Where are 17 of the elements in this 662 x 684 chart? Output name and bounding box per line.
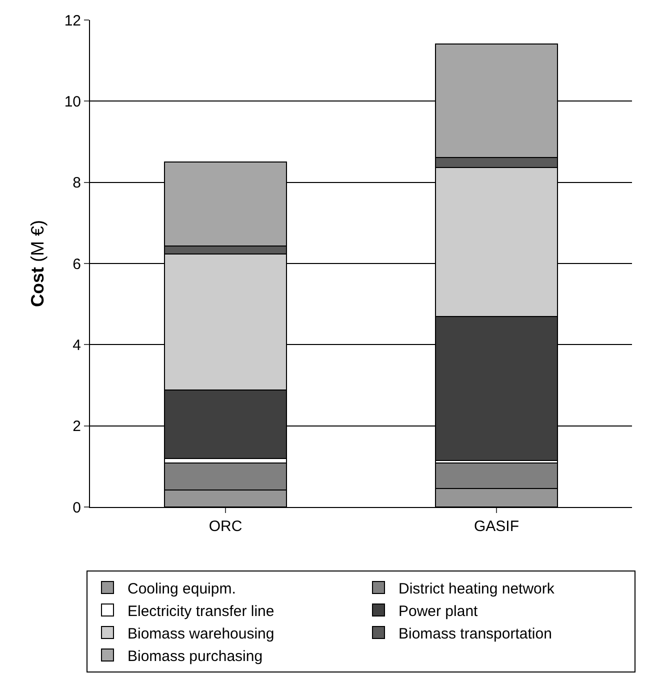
y-tick-label: 4 (72, 336, 81, 354)
legend-label: Cooling equipm. (128, 580, 236, 598)
y-tick-label: 2 (72, 418, 81, 436)
legend-label: Biomass transportation (398, 625, 552, 642)
y-tick-label: 10 (64, 93, 81, 110)
legend-label: Biomass purchasing (128, 648, 263, 665)
y-tick-label: 12 (64, 12, 81, 30)
legend-label: District heating network (398, 580, 555, 598)
x-tick-label: GASIF (474, 518, 520, 535)
legend-label: Power plant (398, 602, 479, 620)
x-tick-label: ORC (208, 518, 242, 535)
y-tick-label: 8 (72, 174, 81, 192)
y-tick-label: 0 (72, 499, 81, 516)
y-tick-label: 6 (72, 256, 81, 273)
legend-label: Electricity transfer line (128, 602, 274, 620)
legend-label: Biomass warehousing (128, 625, 274, 642)
y-axis-title: Cost (M €) (28, 220, 48, 307)
